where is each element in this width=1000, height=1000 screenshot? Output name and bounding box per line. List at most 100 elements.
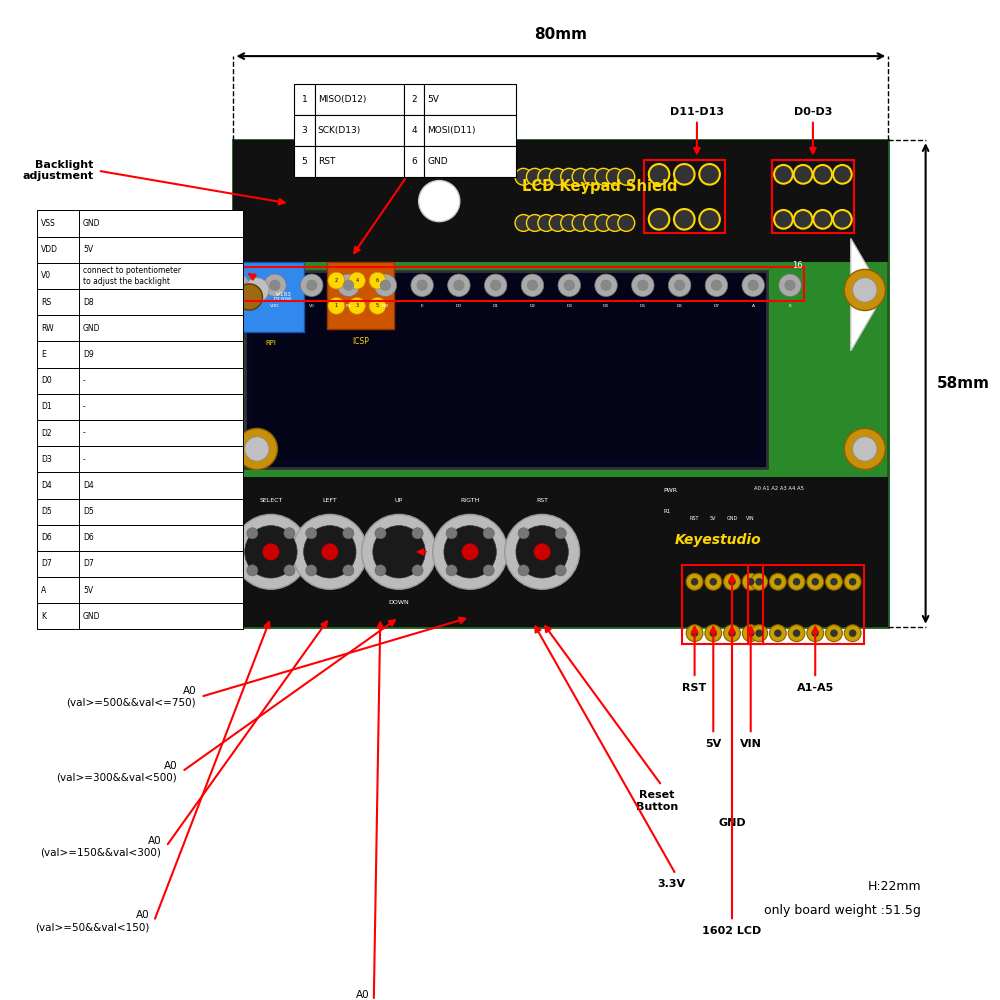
- Text: 4: 4: [411, 126, 417, 135]
- Circle shape: [751, 573, 768, 590]
- Bar: [37, 446, 79, 472]
- Circle shape: [853, 437, 877, 461]
- Circle shape: [337, 274, 360, 296]
- Circle shape: [262, 543, 279, 560]
- Text: VDD: VDD: [41, 245, 58, 254]
- Bar: [404, 115, 424, 146]
- Circle shape: [813, 165, 832, 184]
- Circle shape: [742, 625, 759, 642]
- Text: connect to potentiometer
to adjust the backlight: connect to potentiometer to adjust the b…: [83, 266, 181, 286]
- Circle shape: [748, 280, 759, 291]
- Circle shape: [373, 526, 425, 578]
- Circle shape: [292, 514, 367, 589]
- Circle shape: [527, 280, 538, 291]
- Circle shape: [521, 274, 544, 296]
- Text: RW: RW: [382, 304, 389, 308]
- Text: 1602 LCD: 1602 LCD: [702, 926, 762, 936]
- Circle shape: [691, 578, 698, 585]
- Text: 1: 1: [335, 303, 338, 308]
- Circle shape: [606, 215, 623, 231]
- Circle shape: [321, 543, 338, 560]
- Text: D4: D4: [603, 304, 609, 308]
- Text: ICSP: ICSP: [352, 337, 369, 346]
- Text: D0: D0: [41, 376, 52, 385]
- Circle shape: [600, 280, 612, 291]
- Text: V0: V0: [309, 304, 315, 308]
- Text: VIN: VIN: [740, 739, 762, 749]
- Circle shape: [380, 280, 391, 291]
- Circle shape: [453, 280, 465, 291]
- Text: D4: D4: [83, 481, 94, 490]
- Circle shape: [269, 280, 281, 291]
- Text: D6: D6: [677, 304, 683, 308]
- Circle shape: [793, 629, 800, 637]
- Text: -: -: [83, 376, 86, 385]
- Circle shape: [742, 274, 764, 296]
- Bar: [79, 472, 243, 499]
- Circle shape: [807, 625, 824, 642]
- Text: D4: D4: [41, 481, 52, 490]
- Bar: [233, 140, 888, 262]
- Bar: [37, 394, 79, 420]
- Text: VSS: VSS: [234, 304, 242, 308]
- Circle shape: [826, 625, 842, 642]
- Text: Backlight
adjustment: Backlight adjustment: [22, 160, 93, 181]
- Circle shape: [686, 573, 703, 590]
- Circle shape: [606, 168, 623, 185]
- Text: -: -: [83, 402, 86, 411]
- Circle shape: [584, 215, 600, 231]
- Bar: [79, 420, 243, 446]
- Text: GND: GND: [83, 612, 100, 621]
- Text: D6: D6: [41, 533, 52, 542]
- Circle shape: [833, 165, 852, 184]
- Text: 4: 4: [355, 278, 359, 283]
- Text: D7: D7: [41, 559, 52, 568]
- Text: 1: 1: [302, 95, 307, 104]
- Circle shape: [247, 565, 258, 576]
- Text: LEFT: LEFT: [322, 498, 337, 503]
- Text: A0 A1 A2 A3 A4 A5: A0 A1 A2 A3 A4 A5: [754, 486, 804, 491]
- Circle shape: [844, 625, 861, 642]
- Text: W103
D1096: W103 D1096: [274, 292, 292, 302]
- Text: GND: GND: [83, 219, 100, 228]
- Circle shape: [668, 274, 691, 296]
- Circle shape: [691, 629, 698, 637]
- Circle shape: [374, 274, 397, 296]
- Circle shape: [343, 565, 354, 576]
- Circle shape: [747, 578, 754, 585]
- Text: MISO(D12): MISO(D12): [318, 95, 366, 104]
- Text: VDD: VDD: [270, 304, 280, 308]
- Text: 3: 3: [355, 303, 359, 308]
- Bar: [79, 341, 243, 368]
- Text: A0
(val>=300&&val<500): A0 (val>=300&&val<500): [57, 761, 177, 782]
- Circle shape: [555, 528, 566, 539]
- Circle shape: [649, 209, 669, 230]
- Text: E: E: [41, 350, 46, 359]
- Text: RST: RST: [536, 498, 548, 503]
- Bar: [37, 499, 79, 525]
- Circle shape: [462, 543, 479, 560]
- Bar: [37, 551, 79, 577]
- Text: 6: 6: [376, 278, 379, 283]
- Circle shape: [534, 543, 551, 560]
- Circle shape: [484, 274, 507, 296]
- Text: LCD Keypad Shield: LCD Keypad Shield: [522, 179, 678, 194]
- Bar: [79, 446, 243, 472]
- Circle shape: [788, 625, 805, 642]
- Circle shape: [774, 629, 782, 637]
- Text: D3: D3: [41, 455, 52, 464]
- Circle shape: [505, 514, 580, 589]
- Circle shape: [812, 629, 819, 637]
- Text: RPI: RPI: [265, 340, 276, 346]
- Circle shape: [284, 565, 295, 576]
- Circle shape: [369, 272, 386, 289]
- Circle shape: [555, 565, 566, 576]
- Text: D5: D5: [83, 507, 94, 516]
- Circle shape: [830, 578, 838, 585]
- Text: D1: D1: [41, 402, 51, 411]
- Bar: [233, 477, 888, 627]
- Circle shape: [518, 565, 529, 576]
- Circle shape: [264, 274, 286, 296]
- Circle shape: [515, 215, 532, 231]
- Circle shape: [245, 437, 269, 461]
